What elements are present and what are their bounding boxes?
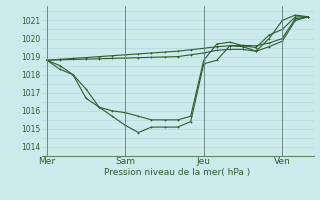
X-axis label: Pression niveau de la mer( hPa ): Pression niveau de la mer( hPa ) bbox=[104, 168, 251, 177]
